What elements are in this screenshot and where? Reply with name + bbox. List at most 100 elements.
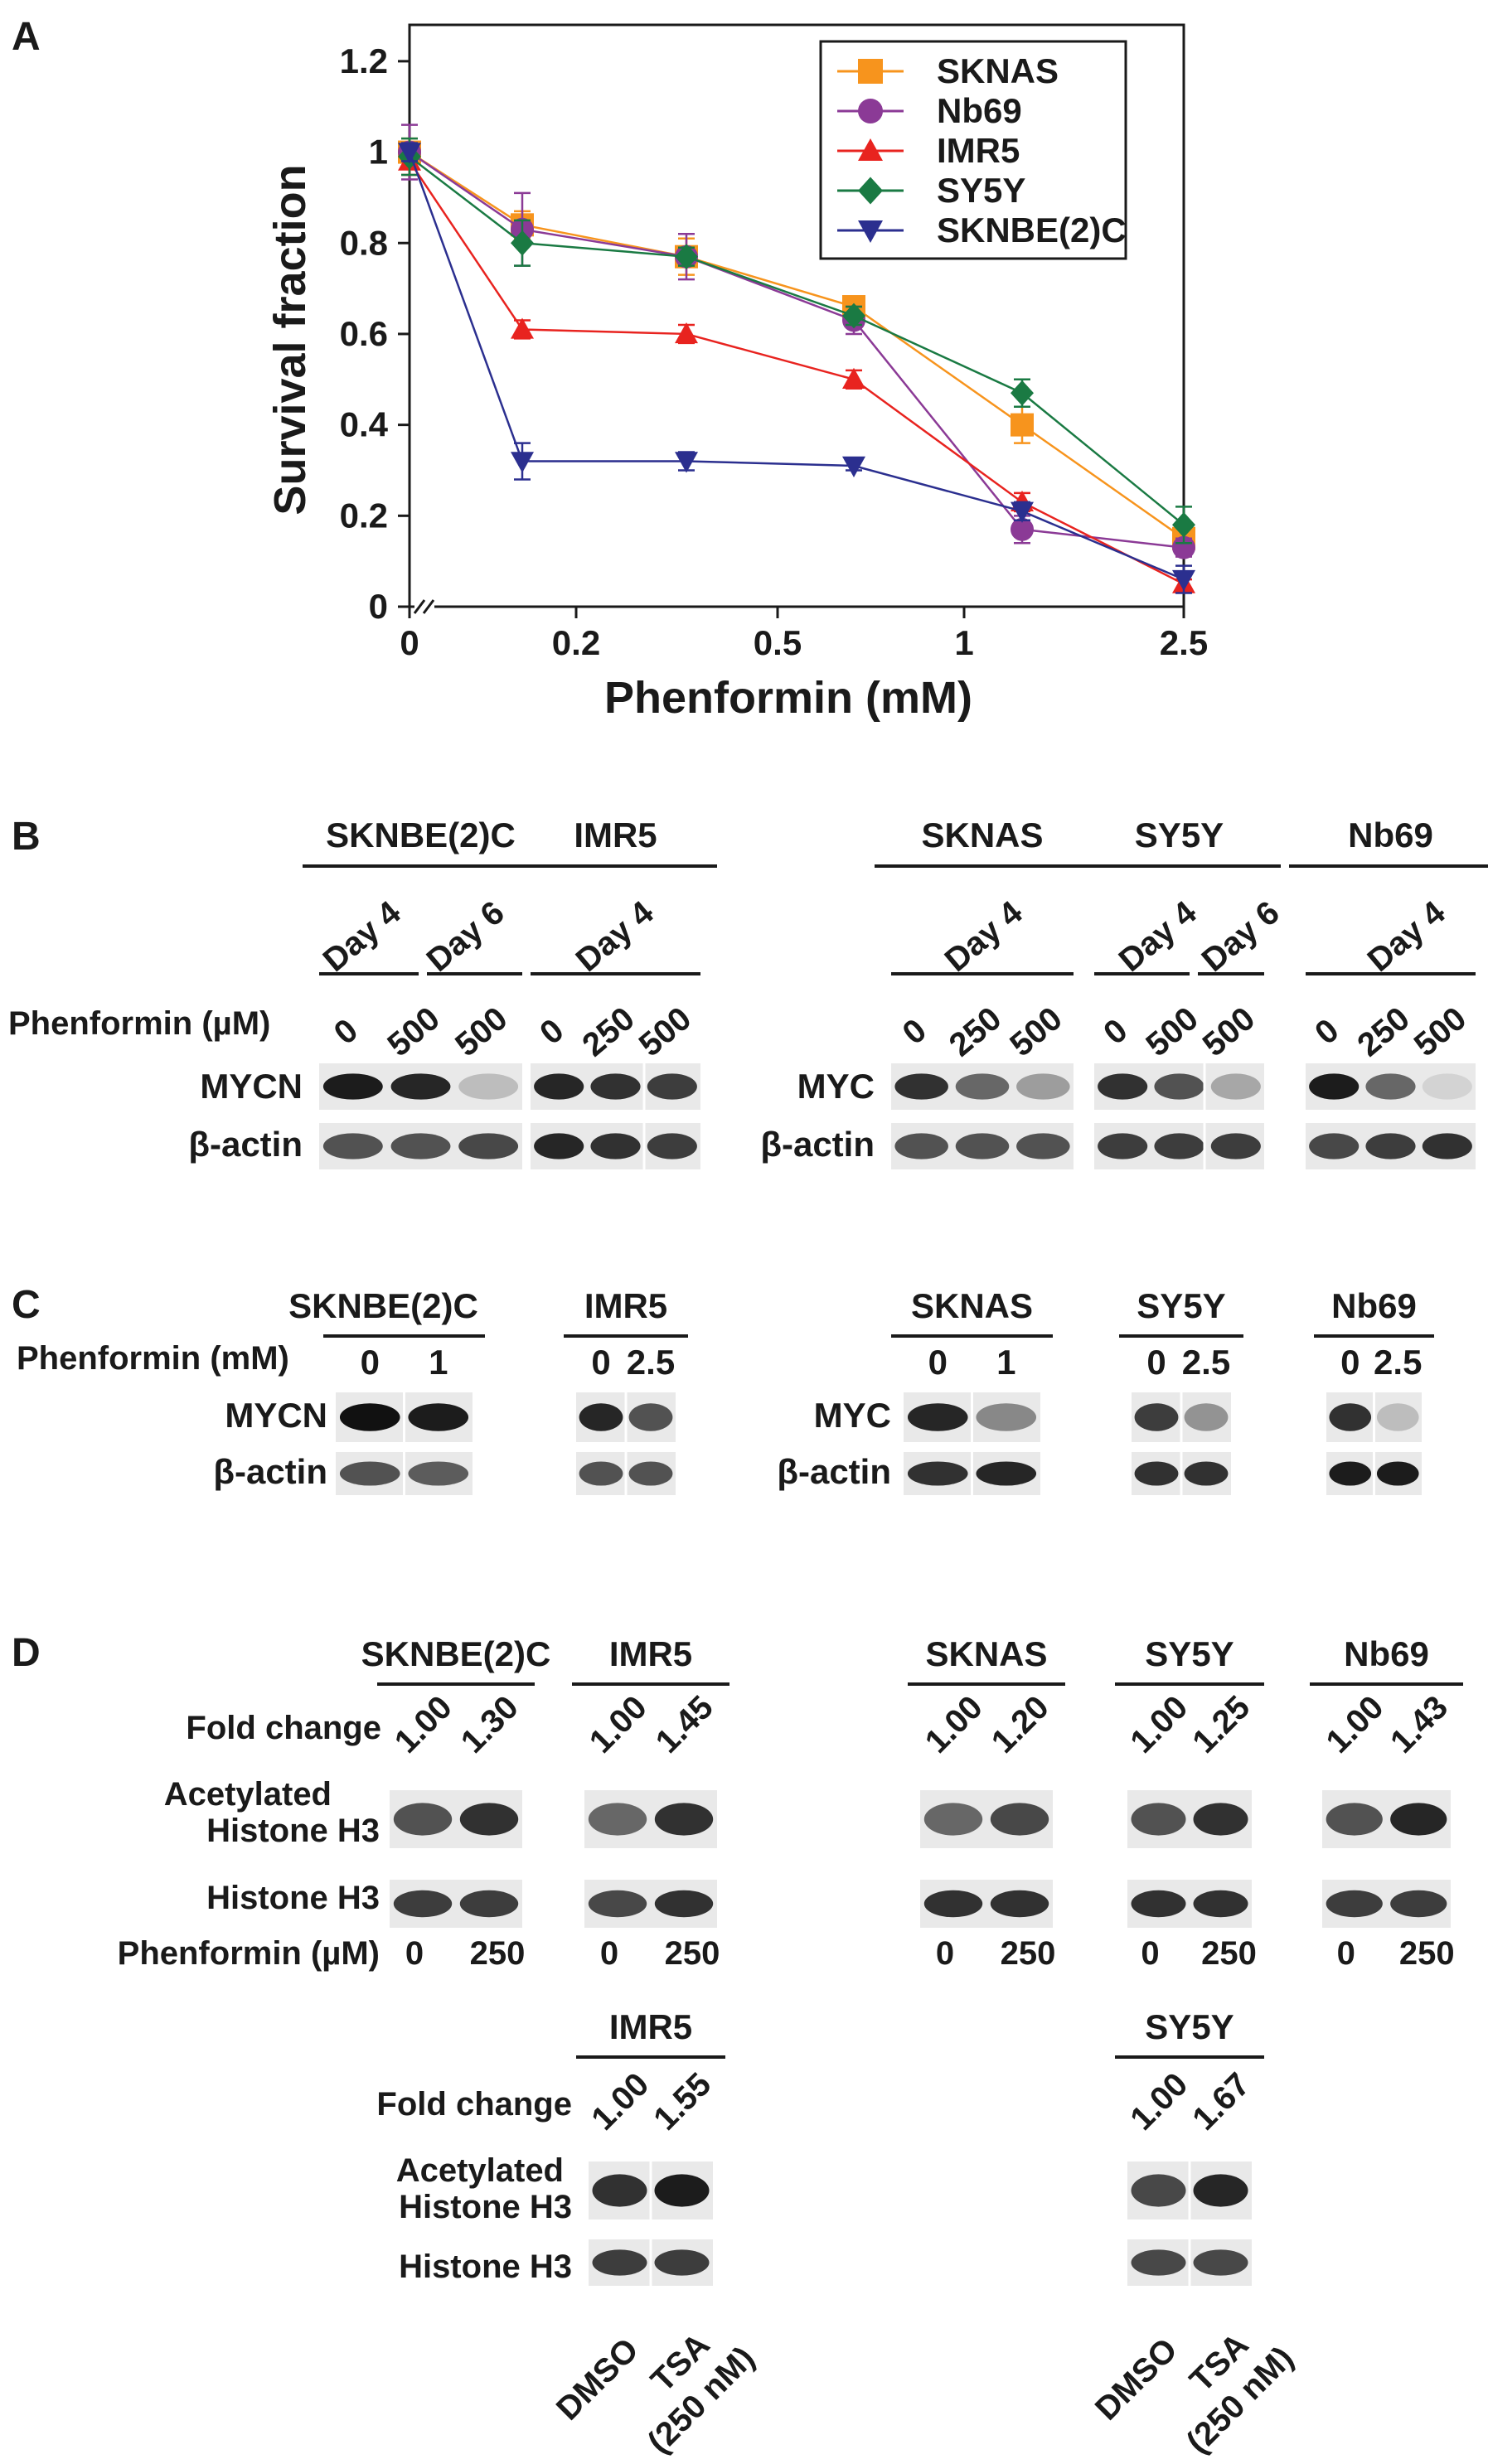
panel-d2-treatment-label: DMSO [550, 2331, 646, 2428]
y-axis-label: Survival fraction [265, 164, 315, 515]
panel-b-dose-label: 250 [1350, 1000, 1416, 1064]
panel-d-fold-value: 1.00 [1123, 1689, 1195, 1760]
panel-d2-cell-line: SY5Y [1145, 2007, 1234, 2046]
panel-d-dose-value: 0 [1141, 1935, 1159, 1972]
panel-d-acetyl-label-line1: Acetylated [164, 1776, 332, 1813]
panel-b-loading-band [894, 1133, 948, 1159]
panel-c-target-band [1329, 1403, 1372, 1431]
series-line-sy5y [409, 156, 1185, 526]
data-point-sy5y [675, 244, 698, 270]
legend-label-imr5: IMR5 [937, 131, 1020, 170]
panel-c-loading-band [976, 1461, 1037, 1486]
legend-label-sknas: SKNAS [937, 51, 1059, 90]
panel-c-loading-band [579, 1461, 623, 1486]
panel-c-loading-band [1376, 1461, 1419, 1486]
panel-c-loading-label: β-actin [777, 1452, 891, 1491]
x-tick-label: 1 [954, 623, 973, 662]
panel-d-histone-band [459, 1890, 519, 1918]
panel-b-cell-line: IMR5 [574, 816, 657, 854]
x-tick-label: 0.5 [754, 623, 802, 662]
series-line-nb69 [409, 151, 1185, 549]
panel-b-loading-band [647, 1133, 697, 1159]
panel-c-dose-label: 1 [429, 1343, 448, 1382]
panel-c-target-band [339, 1403, 400, 1431]
panel-b-target-band [458, 1073, 519, 1100]
x-axis-label: Phenformin (mM) [604, 673, 972, 723]
panel-b-cell-line: SKNBE(2)C [326, 816, 516, 854]
panel-c-cell-line: Nb69 [1331, 1286, 1417, 1325]
panel-d-cell-line: IMR5 [609, 1634, 692, 1673]
panel-c-loading-band [907, 1461, 968, 1486]
panel-d-acetyl-band [654, 1803, 714, 1836]
data-point-sknbe-2-c [511, 452, 534, 473]
panel-letter-b: B [12, 815, 41, 859]
legend-marker-imr5 [858, 138, 883, 161]
y-tick-label: 0.2 [340, 496, 388, 535]
panel-b-cell-line: SY5Y [1135, 816, 1224, 854]
panel-c-cell-line: SKNAS [911, 1286, 1033, 1325]
axis-break-mark [422, 599, 435, 614]
panel-d-acetyl-band [459, 1803, 519, 1836]
panel-d2-fold-value: 1.00 [1123, 2066, 1195, 2137]
panel-b-loading-band [590, 1133, 641, 1159]
series-line-sknas [409, 151, 1185, 540]
panel-d-histone-band [588, 1890, 647, 1918]
legend-marker-sknas [858, 59, 883, 84]
panel-c-loading-band [339, 1461, 400, 1486]
panel-d-acetyl-band [1193, 1803, 1248, 1836]
panel-b-loading-label: β-actin [188, 1125, 303, 1164]
panel-d2-acetyl-band [654, 2174, 710, 2207]
panel-c-target-band [1184, 1403, 1229, 1431]
data-point-sknbe-2-c [1011, 501, 1034, 523]
data-point-imr5 [842, 367, 865, 389]
panel-d-cell-line: Nb69 [1344, 1634, 1429, 1673]
series-line-imr5 [408, 160, 1185, 585]
panel-d-histone-band [1193, 1890, 1248, 1918]
panel-d2-histone-band [1131, 2249, 1186, 2276]
data-point-sknbe-2-c [842, 456, 865, 477]
y-tick-label: 1.2 [340, 41, 388, 80]
panel-c-target-band [1134, 1403, 1179, 1431]
panel-c-protein-label: MYCN [225, 1396, 327, 1435]
panel-d-dose-label: Phenformin (µM) [118, 1935, 380, 1972]
data-point-sy5y [1172, 511, 1195, 538]
panel-b-cell-line: SKNAS [921, 816, 1043, 854]
panel-d-dose-value: 250 [1001, 1935, 1056, 1972]
panel-d-histone-band [1131, 1890, 1186, 1918]
panel-b-target-band [955, 1073, 1010, 1100]
panel-c-blots: SKNBE(2)C 0 1 MYCN β-actin IMR5 0 2.5 SKNAS 0 1 MYC… [213, 1286, 1434, 1495]
data-point-imr5 [675, 322, 698, 344]
panel-b-day-label: Day 4 [938, 893, 1030, 979]
panel-b-day-label: Day 4 [570, 893, 662, 979]
panel-d-histone-band [1390, 1890, 1447, 1918]
panel-d2-fold-value: 1.00 [584, 2066, 656, 2137]
panel-b-dose-label: 0 [533, 1012, 570, 1052]
panel-b-day-label: Day 6 [420, 894, 511, 979]
panel-letter-c: C [12, 1283, 41, 1327]
panel-d-fold-value: 1.45 [649, 1689, 720, 1760]
panel-c-loading-band [1329, 1461, 1372, 1486]
y-tick-label: 1 [369, 133, 388, 172]
panel-d-dose-value: 0 [1337, 1935, 1355, 1972]
panel-d2-histone-band [592, 2249, 647, 2276]
x-tick-label: 0.2 [552, 623, 600, 662]
panel-c-dose-label: 0 [1146, 1343, 1166, 1382]
panel-letter-d: D [12, 1631, 41, 1675]
panel-d-acetyl-band [1390, 1803, 1447, 1836]
panel-b-dose-label: 500 [1139, 1000, 1204, 1064]
panel-letter-a: A [12, 15, 41, 59]
panel-b-dose-label: 0 [327, 1012, 365, 1052]
data-point-imr5 [511, 317, 534, 339]
panel-b-loading-band [1016, 1133, 1070, 1159]
panel-b-dose-label: 250 [943, 1000, 1008, 1064]
panel-d-dose-value: 250 [665, 1935, 720, 1972]
panel-d-dose-value: 0 [600, 1935, 618, 1972]
panel-d-cell-line: SKNAS [925, 1634, 1047, 1673]
panel-d-histone-band [990, 1890, 1049, 1918]
panel-c-target-band [976, 1403, 1037, 1431]
panel-b-day-label: Day 4 [1361, 893, 1453, 979]
panel-c-dose-label: 2.5 [1374, 1343, 1422, 1382]
panel-b-dose-label: 500 [1196, 1000, 1262, 1064]
